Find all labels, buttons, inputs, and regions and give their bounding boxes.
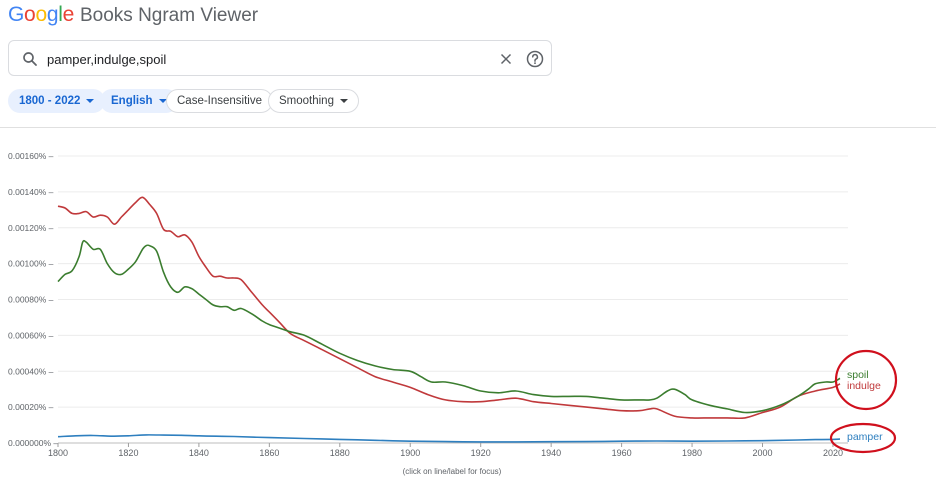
case-insensitive-toggle[interactable]: Case-Insensitive [166,89,274,113]
series-label-spoil[interactable]: spoil [847,369,869,381]
series-line-spoil[interactable] [57,239,841,414]
corpus-dropdown[interactable]: English [100,89,178,113]
y-tick-label: 0.00140% – [8,187,54,197]
y-tick-label: 0.00060% – [8,330,54,340]
y-axis-ticks: 0.000000% – 0.00020% – 0.00040% – 0.00060% … [8,151,58,448]
chevron-down-icon [158,99,167,103]
smoothing-dropdown[interactable]: Smoothing [268,89,359,113]
help-icon[interactable] [525,49,545,69]
series-label-pamper[interactable]: pamper [847,431,883,443]
smoothing-label: Smoothing [279,95,334,107]
grid-lines [58,155,848,444]
x-tick-label: 1840 [189,448,209,458]
x-tick-label: 2020 [823,448,843,458]
logo-letter: G [8,3,25,26]
search-box[interactable] [8,40,552,76]
x-tick-label: 1880 [330,448,350,458]
series-lines[interactable] [57,196,841,443]
y-tick-label: 0.00040% – [8,366,54,376]
y-tick-label: 0.00160% – [8,151,54,161]
annotation-circle-pamper [829,422,897,454]
case-insensitive-label: Case-Insensitive [177,95,263,107]
search-input[interactable] [47,49,467,69]
divider [0,127,936,128]
x-tick-label: 2000 [752,448,772,458]
app-title: Books Ngram Viewer [79,5,259,26]
google-logo[interactable]: Google [8,3,74,27]
y-tick-label: 0.00120% – [8,223,54,233]
logo-letter: o [24,3,36,26]
series-line-indulge[interactable] [57,196,841,420]
x-tick-label: 1920 [471,448,491,458]
app-header: Google Books Ngram Viewer [8,3,258,29]
annotation-circles [829,349,898,454]
chevron-down-icon [339,99,348,103]
ngram-chart[interactable]: 0.000000% – 0.00020% – 0.00040% – 0.00060% … [0,130,936,466]
annotation-circle-spoil-indulge [834,349,898,411]
logo-letter: g [46,3,59,26]
series-label-indulge[interactable]: indulge [847,380,881,392]
x-tick-label: 1900 [400,448,420,458]
y-tick-label: 0.00080% – [8,295,54,305]
corpus-label: English [111,95,153,107]
y-tick-label: 0.00100% – [8,259,54,269]
search-icon [23,52,37,66]
logo-letter: o [35,3,47,26]
logo-letter: e [62,3,75,26]
y-tick-label: 0.00020% – [8,402,54,412]
chevron-down-icon [86,99,95,103]
y-tick-label: 0.000000% – [8,438,58,448]
year-range-label: 1800 - 2022 [19,95,81,107]
x-tick-label: 1820 [118,448,138,458]
x-tick-label: 1940 [541,448,561,458]
series-line-pamper[interactable] [57,434,841,443]
x-tick-label: 1960 [612,448,632,458]
x-tick-label: 1800 [48,448,68,458]
x-tick-label: 1860 [259,448,279,458]
close-icon[interactable] [497,50,515,68]
x-tick-label: 1980 [682,448,702,458]
chart-footnote: (click on line/label for focus) [402,467,502,476]
year-range-dropdown[interactable]: 1800 - 2022 [8,89,106,113]
x-axis-ticks: 1800 1820 1840 1860 1880 1900 1920 1940 1960 1980… [48,443,843,458]
logo-letter: l [58,3,63,26]
